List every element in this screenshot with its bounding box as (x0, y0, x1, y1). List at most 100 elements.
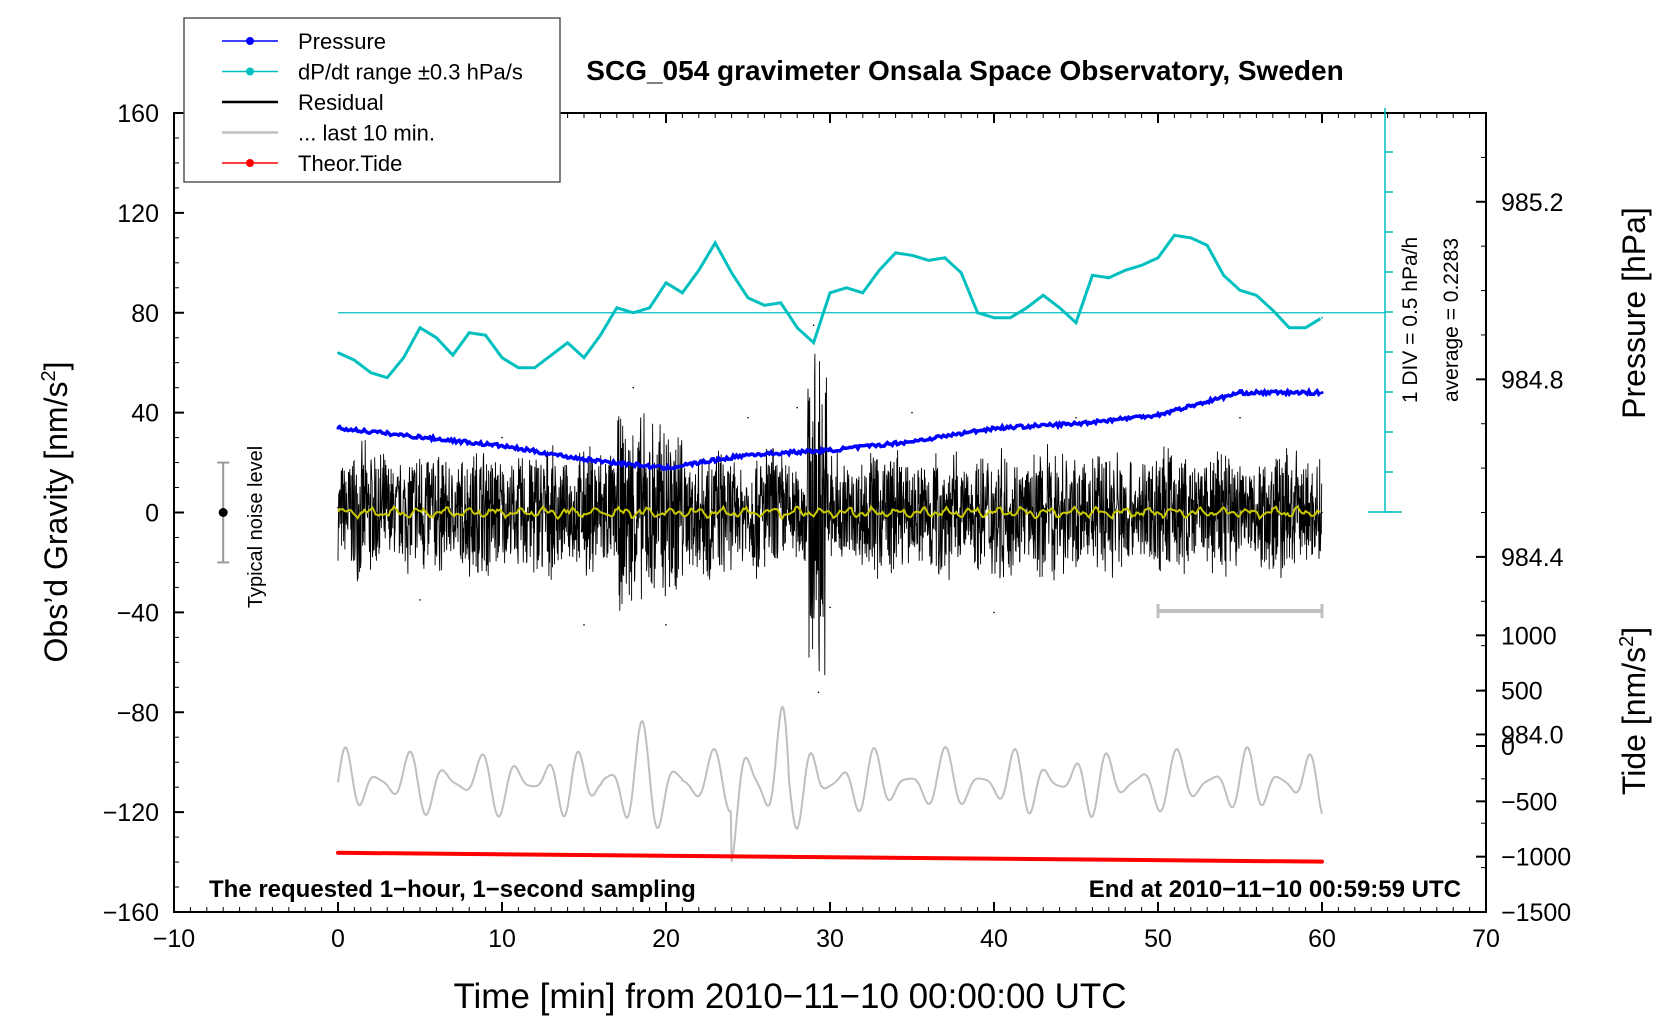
dpdt-point (1239, 289, 1241, 292)
legend-item: Pressure (222, 29, 386, 54)
dpdt-point (402, 356, 405, 359)
residual-point (1321, 511, 1323, 514)
pressure-point (500, 444, 504, 448)
y-left-tick-label: −80 (117, 699, 159, 727)
dpdt-point (501, 356, 503, 359)
pressure-point (336, 426, 340, 430)
dpdt-point (1075, 321, 1077, 324)
dpdt-point (1222, 274, 1225, 277)
dpdt-point (1124, 269, 1127, 272)
pressure-tick-label: 985.2 (1501, 189, 1564, 217)
dpdt-point (993, 316, 995, 319)
residual-point (501, 436, 503, 439)
residual-point (665, 624, 667, 626)
legend-swatch-marker (246, 67, 254, 76)
legend-item: dP/dt range ±0.3 hPa/s (222, 60, 523, 85)
dpdt-point (878, 269, 881, 272)
dpdt-point (1271, 309, 1274, 312)
dpdt-point (1140, 264, 1143, 267)
pressure-tick-label: 984.8 (1501, 366, 1564, 394)
dpdt-point (681, 291, 684, 294)
tide-tick-label: −500 (1501, 788, 1557, 816)
pressure-point (418, 435, 422, 439)
legend-swatch-marker (246, 159, 254, 167)
dpdt-point (697, 269, 700, 272)
residual-point (632, 386, 634, 389)
tide-series (337, 850, 1323, 864)
legend-label: Theor.Tide (298, 151, 402, 176)
dpdt-point (812, 341, 815, 344)
residual-point (747, 416, 749, 419)
dpdt-point (714, 241, 717, 244)
tide-tick-label: 500 (1501, 678, 1543, 706)
y-axis-label-pressure: Pressure [hPa] (1616, 207, 1652, 419)
tide-tick-label: −1000 (1501, 844, 1571, 872)
dpdt-point (1042, 294, 1045, 297)
legend-label: Residual (298, 90, 384, 115)
pressure-point (992, 426, 996, 430)
dpdt-point (632, 311, 635, 314)
legend-label: Pressure (298, 29, 386, 54)
y-axis-label-tide: Tide [nm/s2] (1616, 627, 1652, 795)
last-10-min-series (337, 705, 1323, 862)
noise-level-label: Typical noise level (245, 446, 267, 608)
dpdt-point (960, 271, 963, 274)
dpdt-point (1321, 316, 1323, 319)
dpdt-point (779, 301, 782, 304)
annotation-end-time: End at 2010−11−10 00:59:59 UTC (1089, 876, 1461, 903)
y-left-tick-label: −40 (117, 599, 159, 627)
dpdt-point (533, 366, 536, 369)
dpdt-point (927, 259, 930, 262)
x-axis-label: Time [min] from 2010−11−10 00:00:00 UTC (453, 977, 1126, 1016)
y-left-tick-label: −160 (103, 899, 159, 927)
dpdt-point (1091, 274, 1094, 277)
dpdt-point (1288, 326, 1291, 329)
y-left-tick-label: 0 (145, 500, 159, 528)
x-tick-label: 40 (980, 925, 1008, 953)
dpdt-point (451, 354, 454, 357)
dpdt-point (386, 376, 389, 379)
legend-label: ... last 10 min. (298, 121, 435, 146)
pressure-point (664, 466, 668, 470)
x-tick-label: 30 (816, 925, 844, 953)
y-left-tick-label: 40 (131, 400, 159, 428)
chart-title: SCG_054 gravimeter Onsala Space Observat… (586, 55, 1343, 86)
dpdt-point (829, 291, 831, 294)
tide-tick-label: 0 (1501, 733, 1515, 761)
tide-tick-label: −1500 (1501, 899, 1571, 927)
dpdt-point (665, 281, 667, 284)
dpdt-point (353, 359, 356, 362)
dpdt-point (419, 326, 421, 329)
residual-smoothed-series (337, 504, 1321, 521)
pressure-point (828, 448, 832, 452)
y-left-tick-label: 120 (117, 200, 159, 228)
residual-point (1075, 416, 1077, 419)
dpdt-point (1304, 326, 1307, 329)
y-axis-label-gravity: Obs’d Gravity [nm/s2] (38, 362, 74, 663)
dpdt-point (861, 291, 864, 294)
pressure-average-label: average = 0.2283 (1440, 238, 1463, 402)
y-left-tick-label: −120 (103, 799, 159, 827)
dpdt-point (730, 271, 733, 274)
dpdt-point (976, 311, 979, 314)
dpdt-point (1255, 294, 1258, 297)
dpdt-point (615, 306, 618, 309)
dpdt-point (648, 306, 651, 309)
residual-point (812, 324, 815, 327)
dpdt-point (517, 366, 520, 369)
legend-item: ... last 10 min. (222, 121, 435, 146)
dpdt-point (484, 334, 487, 337)
y-left-tick-label: 160 (117, 100, 159, 128)
noise-level-dot (218, 508, 228, 517)
x-tick-label: 0 (331, 925, 345, 953)
dpdt-point (566, 341, 569, 344)
residual-point (796, 406, 798, 409)
x-tick-label: −10 (153, 925, 195, 953)
legend-item: Residual (222, 90, 384, 115)
x-tick-label: 60 (1308, 925, 1336, 953)
x-tick-label: 20 (652, 925, 680, 953)
residual-point (337, 506, 339, 509)
residual-point (583, 624, 585, 626)
residual-point (1239, 416, 1241, 419)
pressure-point (1074, 422, 1078, 426)
